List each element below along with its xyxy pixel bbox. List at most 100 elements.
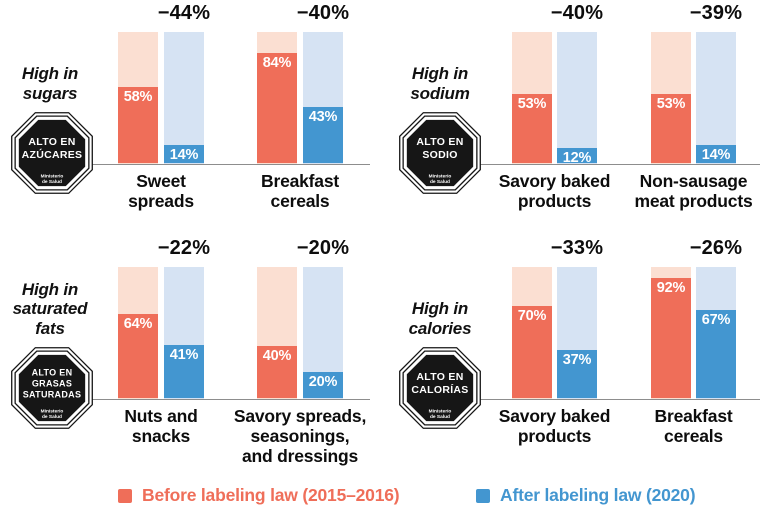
category-label-line: snacks	[131, 426, 191, 446]
svg-text:CALORÍAS: CALORÍAS	[411, 383, 468, 396]
bar-track-after	[164, 32, 204, 164]
warning-sign-alto-en-sodio: ALTO EN SODIO Ministerio de Salud	[395, 108, 485, 198]
bar-after: 43%	[303, 106, 343, 164]
bar-value-label: 67%	[701, 312, 731, 329]
category-label-nuts-and-snacks: Nuts and snacks	[63, 406, 259, 446]
nutrient-label: High in calories	[385, 299, 495, 338]
bar-value-label: 70%	[517, 308, 547, 325]
legend-item-after: After labeling law (2020)	[476, 485, 696, 506]
category-label-line: Breakfast	[654, 406, 733, 426]
change-annotation: −33%	[550, 237, 604, 259]
change-annotation: −20%	[296, 237, 350, 259]
legend-label-before: Before labeling law (2015–2016)	[142, 485, 400, 505]
change-annotation: −44%	[157, 2, 211, 24]
legend-swatch-before	[118, 488, 132, 503]
svg-text:de Salud: de Salud	[42, 414, 62, 420]
bar-before: 53%	[512, 93, 552, 164]
bar-before: 92%	[651, 277, 691, 399]
category-label-line: Breakfast	[261, 171, 339, 191]
svg-text:ALTO EN: ALTO EN	[416, 136, 463, 148]
svg-text:AZÚCARES: AZÚCARES	[22, 148, 83, 161]
category-label-line: Savory baked	[498, 406, 611, 426]
panel-high-in-sodium: High in sodium ALTO EN SODIO Ministerio de S…	[384, 0, 768, 235]
category-label-savory-spreads-seasonings-and-dressings: Savory spreads, seasonings, and dressings	[202, 406, 398, 466]
bar-after: 14%	[696, 145, 736, 164]
nutrient-label-line: High in	[411, 299, 469, 318]
nutrient-label-line: calories	[408, 318, 472, 338]
legend-item-before: Before labeling law (2015–2016)	[118, 485, 400, 506]
svg-text:ALTO EN: ALTO EN	[28, 136, 75, 148]
legend-label-after: After labeling law (2020)	[500, 485, 696, 505]
bar-track-after	[557, 32, 597, 164]
axis-baseline	[52, 398, 370, 400]
category-label-line: products	[517, 191, 592, 211]
change-annotation: −40%	[550, 2, 604, 24]
category-label-savory-baked-products: Savory baked products	[457, 406, 653, 446]
bar-value-label: 58%	[123, 89, 153, 106]
panel-high-in-calories: High in calories ALTO EN CALORÍAS Ministeri…	[384, 235, 768, 470]
change-annotation: −26%	[689, 237, 743, 259]
bar-before: 70%	[512, 306, 552, 399]
svg-text:SODIO: SODIO	[422, 149, 457, 161]
nutrient-label-line: saturated	[12, 299, 88, 318]
category-label-line: Nuts and	[124, 406, 198, 426]
bar-before: 58%	[118, 87, 158, 164]
change-annotation: −22%	[157, 237, 211, 259]
svg-text:Ministerio: Ministerio	[429, 409, 452, 415]
svg-text:de Salud: de Salud	[430, 179, 450, 185]
category-label-line: cereals	[664, 426, 723, 446]
bar-value-label: 40%	[262, 347, 292, 364]
bar-value-label: 37%	[562, 351, 592, 368]
change-annotation: −40%	[296, 2, 350, 24]
svg-text:Ministerio: Ministerio	[41, 409, 64, 415]
bar-after: 41%	[164, 344, 204, 399]
bar-after: 12%	[557, 147, 597, 165]
warning-sign-alto-en-calor-as: ALTO EN CALORÍAS Ministerio de Salud	[395, 343, 485, 433]
bar-after: 67%	[696, 310, 736, 399]
axis-baseline	[440, 398, 760, 400]
category-label-line: Savory baked	[498, 171, 611, 191]
category-label-non-sausage-meat-products: Non-sausage meat products	[596, 171, 768, 211]
nutrient-label-line: sodium	[410, 83, 470, 103]
svg-text:de Salud: de Salud	[430, 414, 450, 420]
nutrient-label: High in sodium	[385, 64, 495, 103]
bar-value-label: 64%	[123, 316, 153, 333]
legend: Before labeling law (2015–2016) After la…	[0, 485, 768, 509]
nutrient-label: High in saturated fats	[0, 280, 105, 339]
nutrient-label: High in sugars	[0, 64, 105, 103]
category-label-line: Savory spreads,	[233, 406, 367, 426]
nutrient-label-line: fats	[35, 318, 65, 338]
category-label-breakfast-cereals: Breakfast cereals	[596, 406, 768, 446]
svg-text:SATURADAS: SATURADAS	[23, 390, 82, 400]
bar-after: 37%	[557, 349, 597, 399]
bar-value-label: 43%	[308, 108, 338, 125]
panel-high-in-saturated-fats: High in saturated fats ALTO EN GRASAS SATURA…	[0, 235, 384, 470]
bar-value-label: 41%	[169, 346, 199, 363]
svg-text:GRASAS: GRASAS	[32, 379, 72, 389]
bar-after: 14%	[164, 145, 204, 164]
svg-text:Ministerio: Ministerio	[41, 174, 64, 180]
warning-sign-alto-en-grasas-saturadas: ALTO EN GRASAS SATURADAS Ministerio de Salud	[7, 343, 97, 433]
category-label-savory-baked-products: Savory baked products	[457, 171, 653, 211]
nutrient-label-line: sugars	[22, 83, 78, 103]
axis-baseline	[440, 163, 760, 165]
bar-value-label: 53%	[517, 95, 547, 112]
bar-before: 53%	[651, 93, 691, 164]
bar-track-after	[696, 32, 736, 164]
bar-value-label: 92%	[656, 279, 686, 296]
bar-value-label: 14%	[169, 147, 199, 164]
category-label-line: spreads	[128, 191, 194, 211]
bar-value-label: 53%	[656, 95, 686, 112]
category-label-line: seasonings,	[250, 426, 350, 446]
category-label-line: products	[517, 426, 592, 446]
warning-sign-alto-en-az-cares: ALTO EN AZÚCARES Ministerio de Salud	[7, 108, 97, 198]
panel-high-in-sugars: High in sugars ALTO EN AZÚCARES Ministerio d…	[0, 0, 384, 235]
category-label-line: and dressings	[241, 446, 359, 466]
bar-before: 84%	[257, 53, 297, 164]
bar-value-label: 20%	[308, 374, 338, 391]
bar-after: 20%	[303, 372, 343, 399]
category-label-line: meat products	[634, 191, 753, 211]
